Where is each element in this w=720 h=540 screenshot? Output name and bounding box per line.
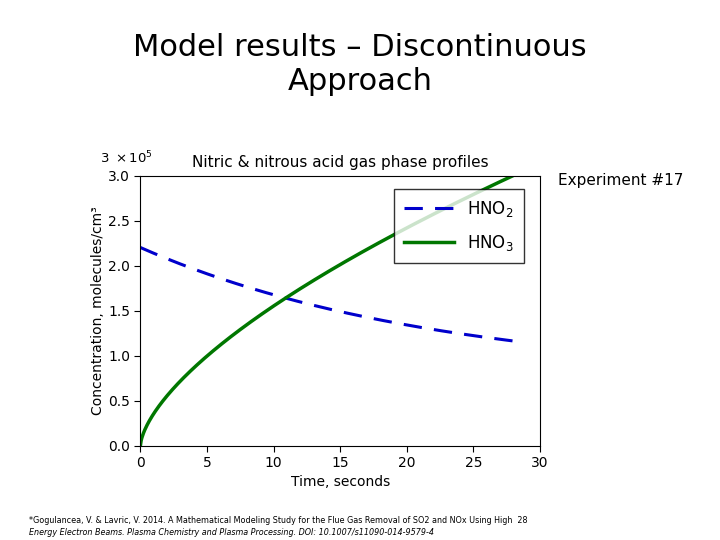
X-axis label: Time, seconds: Time, seconds [291, 476, 390, 489]
Text: *Gogulancea, V. & Lavric, V. 2014. A Mathematical Modeling Study for the Flue Ga: *Gogulancea, V. & Lavric, V. 2014. A Mat… [29, 516, 527, 525]
Legend: HNO$_2$, HNO$_3$: HNO$_2$, HNO$_3$ [394, 189, 523, 262]
Text: Experiment #17: Experiment #17 [558, 173, 683, 188]
Text: $3\ \times 10^5$: $3\ \times 10^5$ [101, 150, 153, 166]
Text: Model results – Discontinuous
Approach: Model results – Discontinuous Approach [133, 33, 587, 96]
Y-axis label: Concentration, molecules/cm³: Concentration, molecules/cm³ [91, 206, 105, 415]
Text: Energy Electron Beams. Plasma Chemistry and Plasma Processing. DOI: 10.1007/s110: Energy Electron Beams. Plasma Chemistry … [29, 528, 433, 537]
Title: Nitric & nitrous acid gas phase profiles: Nitric & nitrous acid gas phase profiles [192, 155, 488, 170]
